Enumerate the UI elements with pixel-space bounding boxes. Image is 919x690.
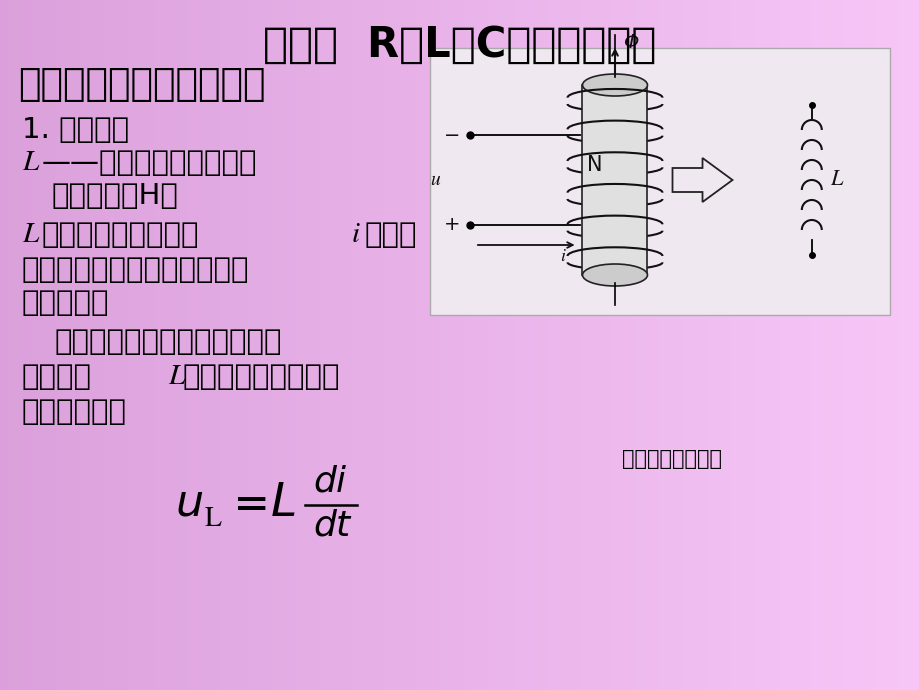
Ellipse shape bbox=[582, 264, 647, 286]
Text: N: N bbox=[586, 155, 602, 175]
Text: L: L bbox=[205, 506, 221, 531]
Text: −: − bbox=[443, 126, 460, 144]
Bar bbox=[582, 85, 647, 275]
Text: Φ: Φ bbox=[622, 34, 638, 52]
Text: $\mathit{u}$: $\mathit{u}$ bbox=[175, 486, 203, 524]
Text: i: i bbox=[352, 222, 359, 248]
Text: 单位：亨（H）: 单位：亨（H） bbox=[52, 182, 178, 210]
Text: u: u bbox=[430, 171, 439, 189]
Text: 反映线圈在通过电流: 反映线圈在通过电流 bbox=[42, 221, 199, 249]
Ellipse shape bbox=[582, 74, 647, 96]
Text: +: + bbox=[443, 215, 460, 235]
Text: 根据电磁感应定律，交变电流: 根据电磁感应定律，交变电流 bbox=[55, 328, 282, 356]
Text: 性的物理量: 性的物理量 bbox=[22, 289, 109, 317]
Text: 时，电感元件电流与: 时，电感元件电流与 bbox=[183, 363, 340, 391]
Text: 电感元件图形符号: 电感元件图形符号 bbox=[621, 449, 720, 469]
Text: =: = bbox=[234, 486, 268, 524]
Text: L: L bbox=[22, 222, 39, 248]
Text: $\mathit{L}$: $\mathit{L}$ bbox=[269, 484, 295, 526]
Text: i: i bbox=[560, 248, 564, 266]
Text: 磁通的能力，表明线圈电工特: 磁通的能力，表明线圈电工特 bbox=[22, 256, 249, 284]
Text: $\mathit{di}$: $\mathit{di}$ bbox=[312, 468, 347, 498]
Text: 第三节  R、L、C正弦交流电路: 第三节 R、L、C正弦交流电路 bbox=[263, 24, 656, 66]
Text: 后产生: 后产生 bbox=[365, 221, 417, 249]
Text: 电压的关系为: 电压的关系为 bbox=[22, 398, 127, 426]
Text: L: L bbox=[829, 170, 841, 190]
Text: $\mathit{dt}$: $\mathit{dt}$ bbox=[312, 511, 353, 542]
Text: 二、纯电感正弦交流电路: 二、纯电感正弦交流电路 bbox=[18, 67, 266, 103]
Bar bbox=[429, 48, 889, 315]
Text: L: L bbox=[22, 150, 39, 176]
Text: 通过电感: 通过电感 bbox=[22, 363, 92, 391]
Polygon shape bbox=[672, 158, 732, 202]
Text: 1. 电感元件: 1. 电感元件 bbox=[22, 116, 129, 144]
Text: ——自感系数（电感），: ——自感系数（电感）， bbox=[42, 149, 257, 177]
Text: L: L bbox=[168, 364, 184, 390]
